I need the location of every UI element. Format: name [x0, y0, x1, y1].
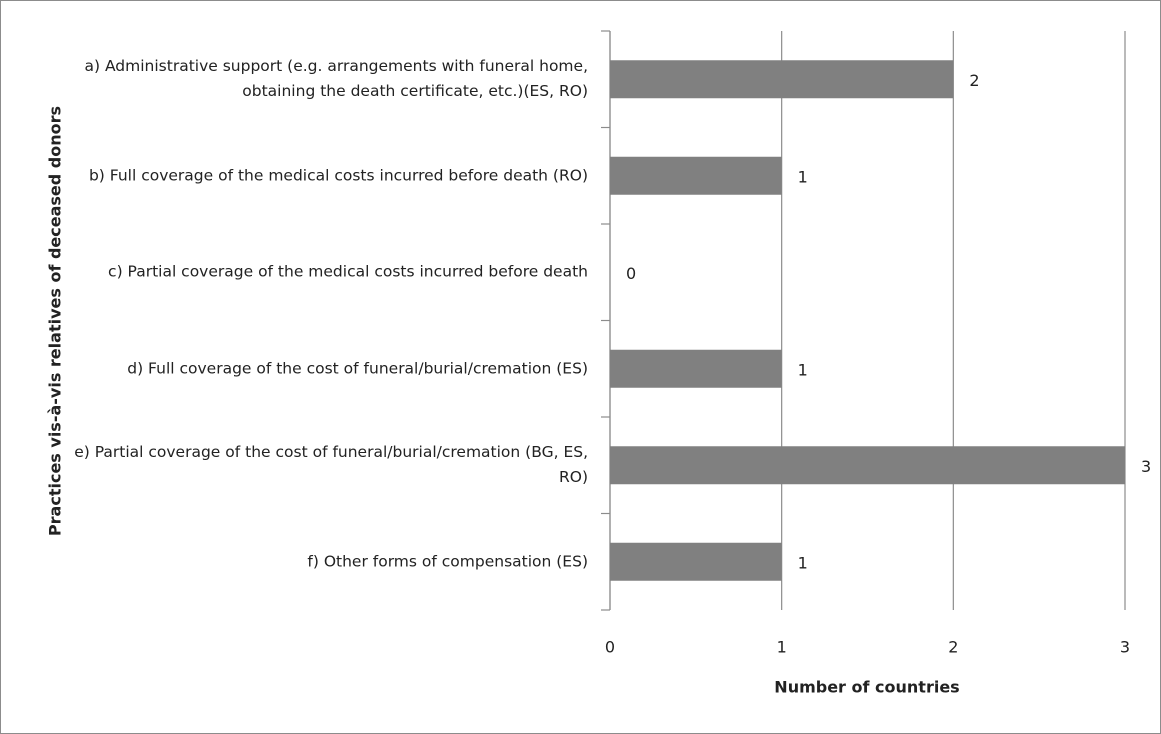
y-axis-label: Practices vis-à-vis relatives of decease…	[46, 106, 65, 536]
data-label: 3	[1141, 457, 1151, 476]
bar	[610, 60, 954, 99]
y-tick-label: b) Full coverage of the medical costs in…	[88, 166, 588, 185]
data-label: 1	[798, 553, 808, 572]
data-label: 0	[626, 264, 636, 283]
y-tick-label: a) Administrative support (e.g. arrangem…	[84, 57, 589, 101]
y-tick-label: f) Other forms of compensation (ES)	[307, 552, 588, 571]
bar	[610, 446, 1125, 485]
x-axis-label: Number of countries	[774, 678, 959, 697]
data-label: 1	[798, 167, 808, 186]
bar	[610, 156, 782, 195]
y-tick-label: d) Full coverage of the cost of funeral/…	[127, 359, 588, 378]
x-tick-label: 3	[1120, 638, 1130, 657]
data-label: 1	[798, 360, 808, 379]
x-tick-label: 0	[605, 638, 615, 657]
x-tick-label: 1	[777, 638, 787, 657]
y-tick-label: e) Partial coverage of the cost of funer…	[74, 443, 588, 487]
bar	[610, 542, 782, 581]
data-label: 2	[969, 71, 979, 90]
x-tick-label: 2	[948, 638, 958, 657]
y-tick-label: c) Partial coverage of the medical costs…	[108, 262, 588, 281]
bar	[610, 349, 782, 388]
